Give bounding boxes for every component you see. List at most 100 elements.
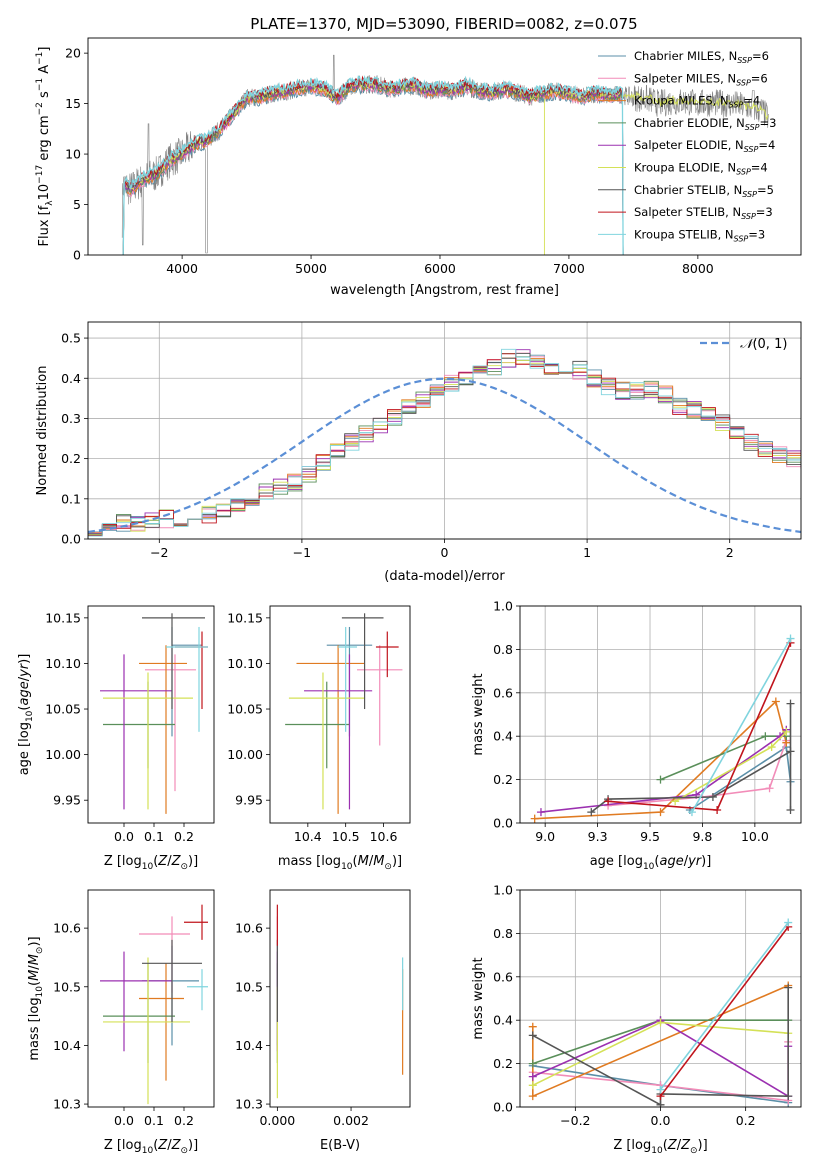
y-tick-label: 10.3 [53, 1097, 81, 1112]
panel-residuals: −2 −1 0 1 2 0.0 0.1 0.2 0.3 0.4 0.5 (data-model)/er… [35, 321, 802, 584]
panel-weight-vs-age: 9.0 9.3 9.5 9.8 10.0 0.0 0.2 0.4 0.6 0.8 1.0 mass w… [471, 599, 802, 872]
weight-marker [656, 1085, 665, 1094]
weight-line-7 [608, 642, 792, 811]
y-tick-label: 0.0 [493, 1100, 513, 1115]
legend-label: Chabrier STELIB, NSSP=5 [634, 183, 774, 199]
weight-marker [528, 1022, 537, 1031]
x-tick-label: 0.000 [259, 1113, 295, 1128]
y-tick-label: 0.8 [493, 926, 513, 941]
legend-label: 𝒩(0, 1) [740, 337, 787, 352]
x-tick-label: 0.1 [144, 1113, 164, 1128]
plot-area-age-vs-mass [285, 613, 403, 814]
y-tick-label: 0.6 [493, 969, 513, 984]
x-axis-label: age [log10(age/yr)] [590, 854, 712, 872]
legend-label: Kroupa MILES, NSSP=4 [634, 94, 760, 110]
model-line-1 [122, 83, 624, 255]
x-axis-label: Z [log10(Z/Z⊙)] [104, 1138, 198, 1156]
y-axis-label: Normed distribution [35, 366, 50, 496]
weight-marker [786, 805, 795, 814]
weight-marker [536, 808, 545, 817]
y-tick-label: 0.4 [493, 1013, 513, 1028]
x-tick-label: −2 [150, 545, 168, 560]
y-tick-label: 0 [73, 248, 81, 263]
y-tick-label: 1.0 [493, 599, 513, 614]
x-axis-label: (data-model)/error [384, 569, 505, 584]
x-axis-label: mass [log10(M/M⊙)] [278, 854, 402, 872]
weight-marker [528, 1072, 537, 1081]
y-tick-label: 10.3 [235, 1097, 263, 1112]
y-tick-label: 0.2 [493, 772, 513, 787]
weight-marker [528, 1059, 537, 1068]
legend-label: Kroupa STELIB, NSSP=3 [634, 227, 765, 243]
histogram-6 [88, 352, 801, 539]
y-tick-label: 0.5 [61, 331, 81, 346]
weight-marker [604, 797, 613, 806]
y-tick-label: 10.4 [235, 1038, 263, 1053]
legend-label: Salpeter STELIB, NSSP=3 [634, 205, 773, 221]
weight-marker [656, 775, 665, 784]
axes-frame [87, 321, 802, 540]
legend-label: Chabrier ELODIE, NSSP=3 [634, 116, 776, 132]
weight-marker [761, 732, 770, 741]
histogram-3 [88, 353, 801, 539]
y-tick-label: 10.00 [45, 747, 81, 762]
y-tick-label: 10.5 [53, 979, 81, 994]
axes-frame [269, 889, 411, 1108]
y-tick-label: 10.00 [227, 747, 263, 762]
weight-marker [784, 1092, 793, 1101]
plot-area-weight-vs-Z [528, 918, 793, 1107]
histogram-2 [88, 357, 801, 539]
x-tick-label: 9.0 [535, 829, 555, 844]
x-tick-label: 1 [583, 545, 591, 560]
y-tick-label: 0.2 [61, 451, 81, 466]
axes-frame [87, 37, 802, 256]
weight-marker [782, 727, 791, 736]
x-tick-label: 9.3 [588, 829, 608, 844]
y-tick-label: 0.2 [493, 1056, 513, 1071]
axes-frame [519, 605, 802, 824]
model-line-3 [122, 80, 624, 255]
x-tick-label: 0.2 [736, 1113, 756, 1128]
x-tick-label: 5000 [295, 261, 327, 276]
histogram-5 [88, 360, 801, 539]
weight-marker [767, 743, 776, 752]
y-tick-label: 1.0 [493, 883, 513, 898]
model-line-8 [122, 75, 624, 255]
y-tick-label: 20 [65, 46, 81, 61]
legend-label: Salpeter MILES, NSSP=6 [634, 71, 768, 87]
legend-label: Salpeter ELODIE, NSSP=4 [634, 138, 775, 154]
histogram-1 [88, 352, 801, 539]
x-tick-label: 0.2 [174, 829, 194, 844]
x-tick-label: 0.0 [651, 1113, 671, 1128]
weight-marker [528, 1031, 537, 1040]
axes-frame [269, 605, 411, 824]
x-tick-label: 4000 [166, 261, 198, 276]
plot-area-weight-vs-age [530, 634, 795, 823]
y-tick-label: 0.4 [61, 371, 81, 386]
y-tick-label: 9.95 [235, 793, 263, 808]
model-line-4 [122, 80, 624, 255]
histogram-8 [88, 348, 801, 539]
y-tick-label: 10.15 [45, 610, 81, 625]
weight-marker [786, 699, 795, 708]
model-line-0 [122, 84, 624, 255]
model-line-2 [122, 81, 624, 255]
plot-area-mass-vs-EBV [276, 904, 404, 1099]
x-tick-label: −1 [293, 545, 311, 560]
weight-marker [671, 797, 680, 806]
weight-marker [656, 1018, 665, 1027]
weight-marker [786, 634, 795, 643]
y-tick-label: 0.3 [61, 411, 81, 426]
panel-weight-vs-Z: −0.2 0.0 0.2 0.0 0.2 0.4 0.6 0.8 1.0 mass weight Z… [471, 883, 802, 1156]
plot-area-age-vs-Z [100, 613, 208, 814]
x-tick-label: 0.0 [114, 1113, 134, 1128]
x-axis-label: Z [log10(Z/Z⊙)] [104, 854, 198, 872]
y-axis-label: mass weight [471, 957, 486, 1039]
weight-marker [765, 784, 774, 793]
weight-marker [784, 918, 793, 927]
model-line-7 [122, 75, 624, 255]
weight-marker [528, 1081, 537, 1090]
histogram-0 [88, 354, 801, 539]
y-tick-label: 0.6 [493, 685, 513, 700]
